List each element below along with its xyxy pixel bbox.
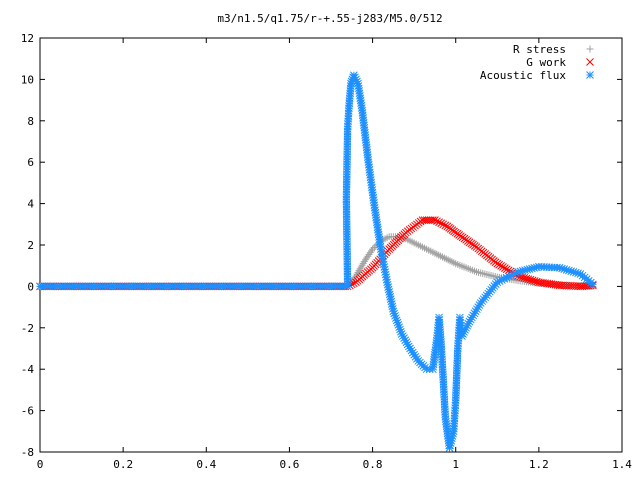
data-point [367, 247, 375, 255]
x-tick-label: 0.2 [113, 458, 133, 471]
data-point [361, 256, 369, 264]
data-point [350, 279, 358, 288]
data-point [356, 265, 364, 273]
data-point [433, 217, 441, 226]
y-tick-label: 8 [27, 115, 34, 128]
y-tick-label: 6 [27, 156, 34, 169]
y-tick-label: -4 [21, 363, 35, 376]
y-tick-label: -6 [21, 405, 34, 418]
data-point [364, 252, 372, 260]
data-point [493, 259, 502, 268]
data-point [357, 263, 365, 271]
y-tick-label: 2 [27, 239, 34, 252]
data-point [497, 262, 505, 270]
data-point [359, 259, 367, 267]
x-tick-label: 0.6 [279, 458, 299, 471]
y-tick-label: 0 [27, 280, 34, 293]
data-point [439, 220, 448, 229]
data-point [499, 263, 507, 271]
data-point [360, 258, 368, 266]
y-tick-label: 12 [21, 32, 34, 45]
data-point [526, 275, 535, 284]
x-tick-label: 1.4 [612, 458, 632, 471]
data-point [520, 274, 529, 282]
legend-label: Acoustic flux [480, 69, 566, 82]
data-point [589, 280, 597, 289]
data-point [522, 274, 531, 283]
x-tick-label: 0 [37, 458, 44, 471]
y-tick-label: -2 [21, 322, 34, 335]
y-tick-label: 10 [21, 73, 34, 86]
axis-ticks: 0 0.2 0.4 0.6 0.8 1 1.2 1.4 -8 -6 -4 -2 0 2 4 6 8 10 12 [21, 32, 633, 471]
legend-marker [586, 71, 594, 79]
x-tick-label: 1.2 [529, 458, 549, 471]
series-group [36, 71, 597, 452]
legend-marker [586, 45, 594, 53]
data-point [437, 219, 446, 228]
data-point [369, 245, 377, 253]
x-tick-label: 0.4 [196, 458, 216, 471]
x-tick-label: 0.8 [363, 458, 383, 471]
data-point [363, 254, 371, 262]
data-point [366, 249, 374, 257]
legend-label: R stress [513, 43, 566, 56]
plot-frame [39, 37, 623, 453]
data-point [528, 276, 537, 285]
data-point [518, 273, 527, 282]
data-point [524, 275, 533, 284]
legend-label: G work [526, 56, 566, 69]
data-point [431, 216, 439, 225]
data-point [358, 261, 366, 269]
y-tick-label: -8 [21, 446, 34, 459]
series-acoustic-flux [36, 71, 597, 452]
series-r-stress [36, 233, 597, 290]
chart-title: m3/n1.5/q1.75/r-+.55-j283/M5.0/512 [217, 12, 442, 25]
data-point [435, 218, 443, 227]
data-point [502, 265, 511, 274]
data-point [495, 260, 504, 269]
data-point [500, 264, 509, 272]
data-point [365, 250, 373, 258]
data-point [530, 277, 539, 285]
data-point [441, 221, 450, 230]
x-tick-label: 1 [452, 458, 459, 471]
legend-marker [586, 58, 594, 66]
data-point [355, 267, 363, 275]
y-tick-label: 4 [27, 198, 34, 211]
